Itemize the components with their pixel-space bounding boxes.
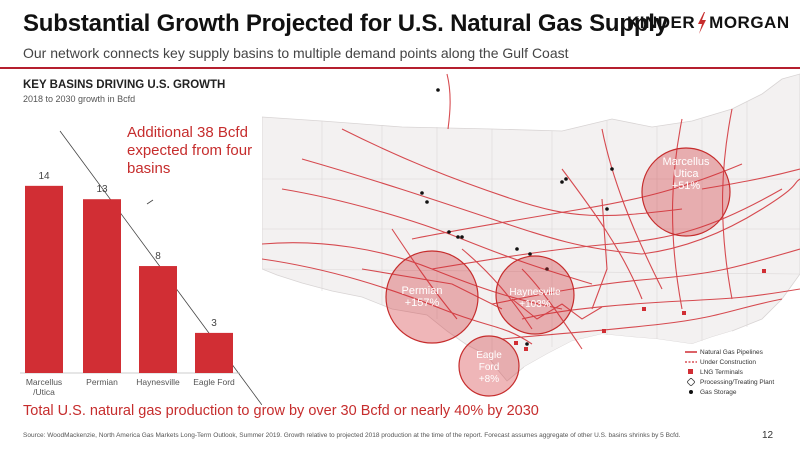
section-title: KEY BASINS DRIVING U.S. GROWTH bbox=[23, 79, 226, 91]
legend-item-lng: LNG Terminals bbox=[685, 367, 797, 377]
basin-permian[interactable]: Permian +157% bbox=[385, 250, 479, 344]
basin-eagle-ford[interactable]: Eagle Ford +8% bbox=[458, 335, 520, 397]
basin-circles: Marcellus Utica +51% Permian +157% Haynesvi… bbox=[385, 147, 731, 397]
bar-value-label-2: 8 bbox=[155, 251, 161, 262]
bar-0 bbox=[25, 185, 63, 373]
kinder-morgan-logo: KINDER MORGAN bbox=[627, 12, 790, 34]
logo-bolt-icon bbox=[698, 12, 707, 34]
storage-dot-icon bbox=[685, 388, 697, 396]
pipeline-map[interactable]: Marcellus Utica +51% Permian +157% Haynesvi… bbox=[262, 69, 800, 402]
page-number: 12 bbox=[762, 430, 774, 441]
slide-subtitle: Our network connects key supply basins t… bbox=[23, 45, 569, 61]
legend-item-pipelines: Natural Gas Pipelines bbox=[685, 347, 797, 357]
legend-item-storage: Gas Storage bbox=[685, 387, 797, 397]
basin-haynesville[interactable]: Haynesville +103% bbox=[495, 255, 575, 335]
pipeline-network bbox=[262, 73, 800, 350]
gas-storage-markers bbox=[420, 88, 614, 346]
production-statement: Total U.S. natural gas production to gro… bbox=[23, 403, 539, 419]
category-label-1: Permian bbox=[86, 377, 118, 387]
callout-text: Additional 38 Bcfd expected from four ba… bbox=[127, 124, 253, 177]
legend-item-under-construction: Under Construction bbox=[685, 357, 797, 367]
logo-text-left: KINDER bbox=[627, 13, 696, 32]
category-label-3: Eagle Ford bbox=[193, 377, 235, 387]
basin-label-permian: Permian +157% bbox=[402, 285, 443, 309]
basin-label-eagle-ford: Eagle Ford +8% bbox=[476, 350, 502, 385]
plant-diamond-icon bbox=[685, 378, 697, 386]
section-subtitle: 2018 to 2030 growth in Bcfd bbox=[23, 94, 136, 104]
basin-marcellus-utica[interactable]: Marcellus Utica +51% bbox=[641, 147, 731, 237]
us-map-svg: Marcellus Utica +51% Permian +157% Haynesvi… bbox=[262, 69, 800, 402]
category-label-0: Marcellus/Utica bbox=[26, 377, 62, 397]
legend-item-processing: Processing/Treating Plant bbox=[685, 377, 797, 387]
lng-terminal-icon bbox=[685, 368, 697, 376]
basin-label-haynesville: Haynesville +103% bbox=[509, 287, 561, 310]
header-divider bbox=[0, 67, 800, 69]
category-label-2: Haynesville bbox=[136, 377, 180, 387]
pipeline-line-icon bbox=[685, 350, 697, 354]
bar-value-label-1: 13 bbox=[96, 184, 108, 195]
bar-3 bbox=[195, 332, 233, 373]
map-legend: Natural Gas Pipelines Under Construction… bbox=[685, 347, 797, 397]
bar-1 bbox=[83, 199, 121, 373]
bar-2 bbox=[139, 266, 177, 373]
bar-value-label-0: 14 bbox=[38, 171, 50, 182]
source-note: Source: WoodMackenzie, North America Gas… bbox=[23, 432, 681, 439]
basin-label-marcellus: Marcellus Utica +51% bbox=[662, 156, 710, 192]
dashed-line-icon bbox=[685, 360, 697, 364]
basin-growth-bar-chart: 14 Marcellus/Utica 13 Permian 8 Haynesville 3 E… bbox=[20, 130, 262, 405]
lng-terminal-markers bbox=[514, 269, 766, 351]
callout-bracket-tick bbox=[146, 199, 154, 205]
bar-value-label-3: 3 bbox=[211, 318, 217, 329]
logo-text-right: MORGAN bbox=[709, 13, 790, 32]
slide-title: Substantial Growth Projected for U.S. Na… bbox=[23, 10, 668, 37]
